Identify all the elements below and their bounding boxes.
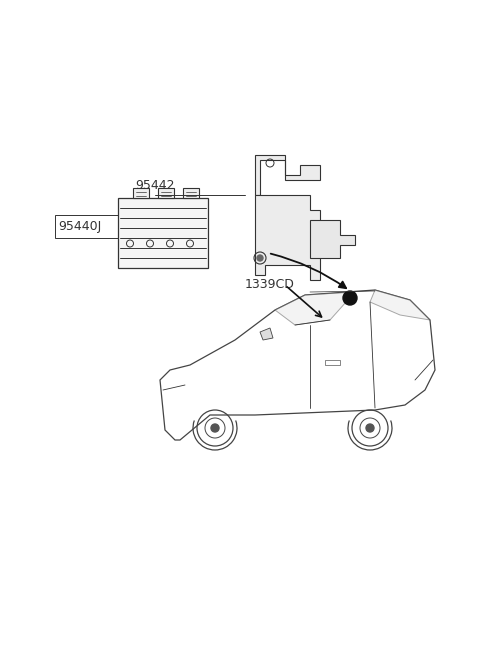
Polygon shape bbox=[260, 328, 273, 340]
Bar bbox=[55, 215, 118, 238]
FancyBboxPatch shape bbox=[183, 188, 199, 198]
Text: 95440J: 95440J bbox=[58, 220, 101, 233]
Circle shape bbox=[257, 255, 263, 261]
Bar bbox=[325, 360, 340, 365]
Polygon shape bbox=[310, 220, 355, 258]
Circle shape bbox=[211, 424, 219, 432]
Polygon shape bbox=[255, 155, 320, 195]
FancyBboxPatch shape bbox=[158, 188, 174, 198]
Circle shape bbox=[366, 424, 374, 432]
FancyBboxPatch shape bbox=[118, 198, 208, 268]
Text: 95442: 95442 bbox=[135, 179, 175, 192]
Polygon shape bbox=[255, 195, 320, 280]
Text: 1339CD: 1339CD bbox=[245, 278, 295, 291]
FancyBboxPatch shape bbox=[133, 188, 149, 198]
Polygon shape bbox=[370, 290, 430, 320]
Circle shape bbox=[343, 291, 357, 305]
Polygon shape bbox=[275, 292, 355, 325]
